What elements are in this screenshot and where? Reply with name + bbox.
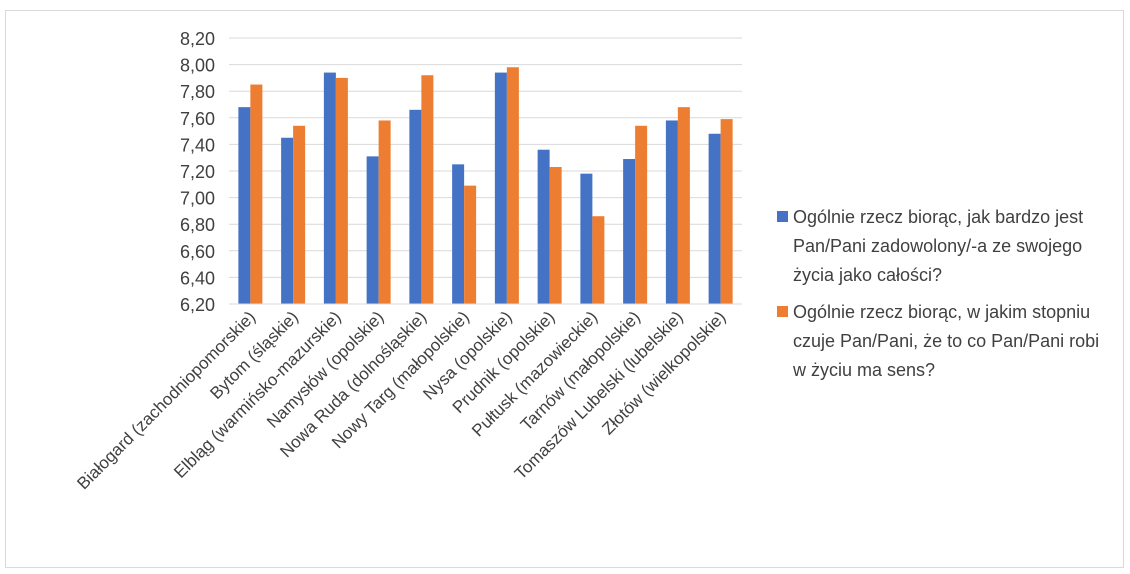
bar-series-1 — [366, 156, 379, 304]
bar-series-2 — [421, 75, 434, 305]
x-tick-label: Elbląg (warmińsko-mazurskie) — [170, 307, 344, 481]
y-axis-tick-labels: 8,20 8,00 7,80 7,60 7,40 7,20 7,00 6,80 6,60 6,40… — [180, 29, 215, 315]
bar-series-2 — [378, 120, 391, 305]
bar-series-2 — [464, 185, 477, 304]
legend: Ogólnie rzecz biorąc, jak bardzo jest Pa… — [777, 203, 1117, 393]
legend-item-2: Ogólnie rzecz biorąc, w jakim stopniu cz… — [777, 298, 1117, 385]
y-tick-label: 7,20 — [180, 162, 215, 182]
bar-series-2 — [506, 67, 519, 304]
bar-series-1 — [323, 72, 336, 304]
legend-swatch-2 — [777, 306, 788, 317]
bar-series-1 — [665, 120, 678, 305]
x-tick-label: Białogard (zachodniopomorskie) — [73, 307, 259, 493]
bar-series-1 — [281, 137, 294, 304]
y-tick-label: 6,40 — [180, 268, 215, 288]
y-tick-label: 6,60 — [180, 242, 215, 262]
bars — [238, 67, 733, 305]
x-axis-tick-labels: Białogard (zachodniopomorskie)Bytom (ślą… — [73, 307, 729, 493]
y-tick-label: 7,40 — [180, 135, 215, 155]
bar-series-1 — [580, 173, 593, 304]
bar-series-1 — [238, 107, 251, 304]
bar-series-1 — [708, 133, 721, 304]
y-tick-label: 6,20 — [180, 295, 215, 315]
y-tick-label: 7,00 — [180, 189, 215, 209]
bar-series-1 — [537, 149, 550, 304]
bar-series-2 — [677, 107, 690, 304]
bar-series-1 — [494, 72, 507, 304]
y-tick-label: 8,00 — [180, 56, 215, 76]
bar-series-2 — [250, 84, 263, 304]
legend-label-2: Ogólnie rzecz biorąc, w jakim stopniu cz… — [793, 302, 1100, 380]
y-tick-label: 6,80 — [180, 215, 215, 235]
bar-series-1 — [452, 164, 465, 304]
y-tick-label: 7,60 — [180, 109, 215, 129]
bar-series-1 — [409, 109, 422, 304]
y-tick-label: 8,20 — [180, 29, 215, 49]
legend-label-1: Ogólnie rzecz biorąc, jak bardzo jest Pa… — [793, 207, 1084, 285]
legend-item-1: Ogólnie rzecz biorąc, jak bardzo jest Pa… — [777, 203, 1117, 290]
bar-series-2 — [720, 119, 733, 304]
legend-swatch-1 — [777, 211, 788, 222]
bar-series-2 — [335, 77, 348, 305]
chart-frame — [5, 10, 1124, 568]
y-tick-label: 7,80 — [180, 82, 215, 102]
bar-series-2 — [293, 125, 306, 304]
bar-series-1 — [623, 159, 636, 304]
bar-series-2 — [592, 216, 605, 304]
bar-series-2 — [635, 125, 648, 304]
gridlines — [229, 37, 742, 305]
bar-series-2 — [549, 167, 562, 304]
